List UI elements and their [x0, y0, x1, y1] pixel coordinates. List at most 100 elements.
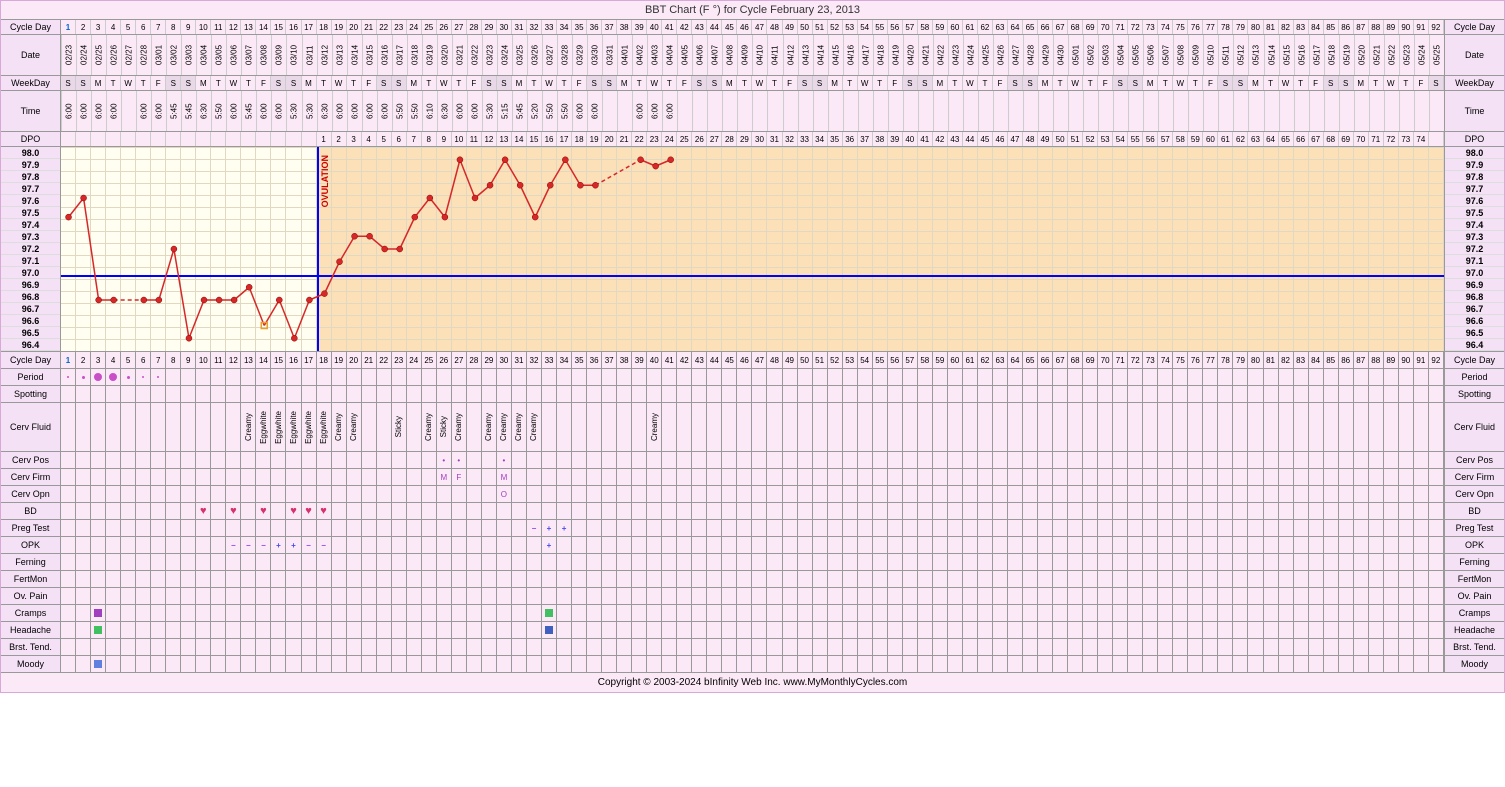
- cell: [136, 486, 151, 502]
- cell: [467, 639, 482, 655]
- cell: [437, 622, 452, 638]
- cell: 04/06: [692, 35, 707, 75]
- cell: [1173, 503, 1188, 519]
- cell: [482, 571, 497, 587]
- cell: S: [286, 76, 301, 90]
- cell: 51: [813, 20, 828, 34]
- cell: 90: [1399, 20, 1414, 34]
- cell: [873, 486, 888, 502]
- cell: [602, 503, 617, 519]
- cell: [241, 588, 256, 604]
- cell: [1264, 486, 1279, 502]
- cell: [437, 605, 452, 621]
- cell: [572, 537, 587, 553]
- ferning-row: FerningFerning: [1, 553, 1504, 570]
- cell: 36: [587, 20, 602, 34]
- cell: [587, 503, 602, 519]
- cell: [467, 503, 482, 519]
- cell: [377, 520, 392, 536]
- cell: [347, 469, 362, 485]
- cell: [256, 554, 271, 570]
- cell: [1188, 469, 1203, 485]
- cell: [557, 369, 572, 385]
- cell: 14: [256, 352, 271, 368]
- cell: [1023, 571, 1038, 587]
- cell: [226, 571, 241, 587]
- cell: [211, 132, 226, 146]
- cell: [903, 520, 918, 536]
- cell: [121, 622, 136, 638]
- cell: [1414, 369, 1429, 385]
- cell: 15: [271, 352, 286, 368]
- cell: [527, 369, 542, 385]
- temp-axis-label: 97.5: [1, 207, 60, 219]
- cell: 34: [813, 132, 828, 146]
- cell: [1203, 656, 1218, 672]
- cell: [993, 503, 1008, 519]
- cell: [993, 588, 1008, 604]
- cell: S: [377, 76, 392, 90]
- cell: [993, 656, 1008, 672]
- cell: [226, 605, 241, 621]
- cell: [1339, 452, 1354, 468]
- cell: [1309, 486, 1324, 502]
- cell: [1113, 486, 1128, 502]
- cell: 86: [1339, 352, 1354, 368]
- cell: [858, 639, 873, 655]
- cell: [978, 588, 993, 604]
- cell: [211, 639, 226, 655]
- cell: [317, 486, 332, 502]
- cell: [196, 656, 211, 672]
- cell: [151, 469, 166, 485]
- cell: [1354, 554, 1369, 570]
- pregtest-row: Preg Test−++Preg Test: [1, 519, 1504, 536]
- cell: [692, 469, 707, 485]
- cell: [1143, 554, 1158, 570]
- cell: [1008, 656, 1023, 672]
- cell: [422, 537, 437, 553]
- cell: [286, 386, 301, 402]
- cell: 29: [482, 352, 497, 368]
- cell: [1248, 605, 1263, 621]
- cell: 38: [617, 352, 632, 368]
- cell: [813, 571, 828, 587]
- cell: [302, 369, 317, 385]
- cell: 61: [963, 20, 978, 34]
- cell: [873, 403, 888, 451]
- cell: [752, 386, 767, 402]
- cell: M: [512, 76, 527, 90]
- cell: [61, 403, 76, 451]
- cell: [226, 403, 241, 451]
- cell: [722, 571, 737, 587]
- cell: [1339, 554, 1354, 570]
- cell: [737, 386, 752, 402]
- cell: [903, 588, 918, 604]
- cell: 44: [707, 352, 722, 368]
- cell: [467, 486, 482, 502]
- cell: [767, 91, 782, 131]
- row-label: Brst. Tend.: [1, 639, 61, 655]
- cell: [767, 469, 782, 485]
- cell: [557, 588, 572, 604]
- cell: 40: [647, 352, 662, 368]
- cell: [1188, 520, 1203, 536]
- cell: [1248, 486, 1263, 502]
- cell: [377, 469, 392, 485]
- cell: [1324, 452, 1339, 468]
- cell: [241, 132, 256, 146]
- cell: [1113, 369, 1128, 385]
- cell: [76, 605, 91, 621]
- cell: [286, 622, 301, 638]
- cell: [1113, 588, 1128, 604]
- cell: [707, 91, 722, 131]
- cell: [332, 369, 347, 385]
- cell: [692, 369, 707, 385]
- cell: −: [317, 537, 332, 553]
- cell: [1068, 503, 1083, 519]
- row-label: Preg Test: [1, 520, 61, 536]
- cell: [798, 588, 813, 604]
- cell: [211, 622, 226, 638]
- cell: [1068, 622, 1083, 638]
- cell: [1233, 486, 1248, 502]
- cell: [1399, 369, 1414, 385]
